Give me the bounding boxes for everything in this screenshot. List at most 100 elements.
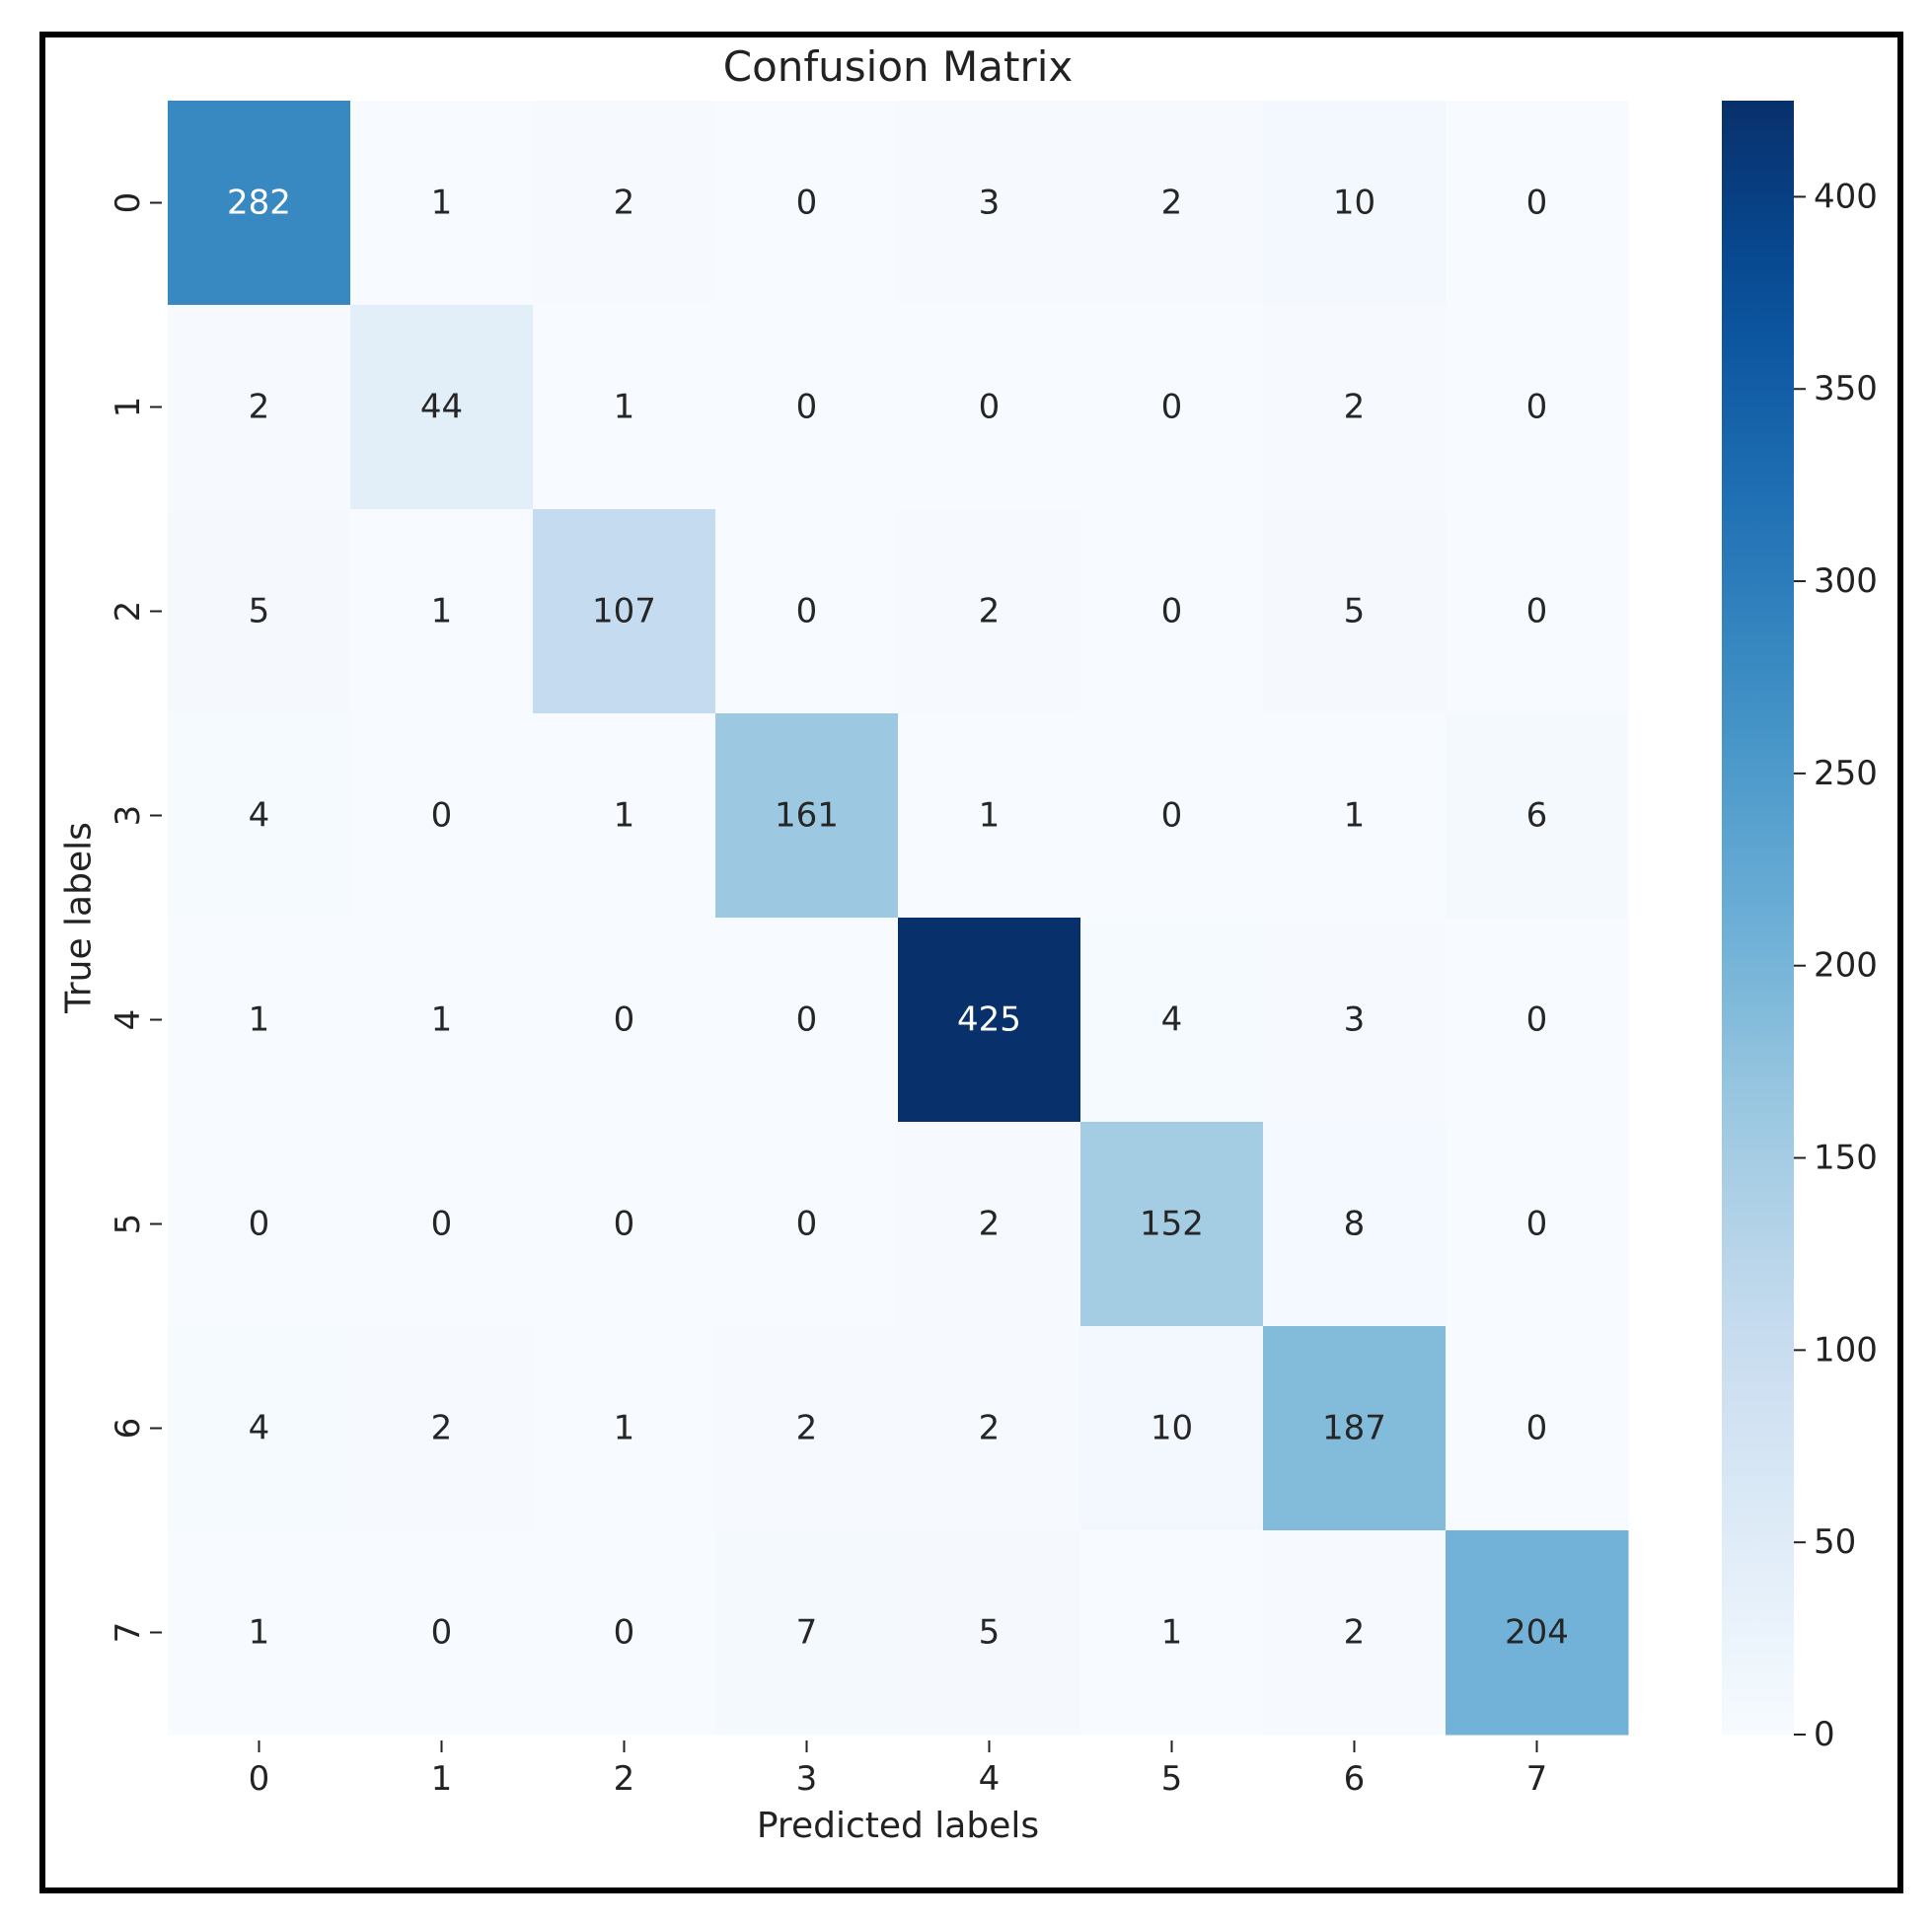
heatmap-cell-r3-c4 <box>898 713 1081 919</box>
heatmap-cell-r6-c4 <box>898 1326 1081 1531</box>
heatmap-cell-r6-c2 <box>533 1326 716 1531</box>
heatmap-cell-r3-c3 <box>715 713 899 919</box>
heatmap-cell-r5-c7 <box>1446 1122 1629 1327</box>
heatmap-cell-r0-c4 <box>898 101 1081 306</box>
x-tick-label-5: 5 <box>1161 1759 1183 1799</box>
cell-value-r5-c4: 2 <box>979 1205 1001 1244</box>
cell-value-r1-c2: 1 <box>614 388 635 427</box>
chart-title: Confusion Matrix <box>723 42 1074 91</box>
heatmap-cell-r0-c0 <box>168 101 351 306</box>
heatmap-cell-r5-c6 <box>1263 1122 1447 1327</box>
colorbar-tick-label-50: 50 <box>1814 1522 1856 1562</box>
y-tick-label-2: 2 <box>109 601 148 623</box>
heatmap-cell-r3-c0 <box>168 713 351 919</box>
heatmap-cell-r4-c1 <box>350 918 534 1123</box>
cell-value-r3-c0: 4 <box>249 796 270 836</box>
heatmap-cell-r4-c6 <box>1263 918 1447 1123</box>
heatmap-cell-r0-c5 <box>1080 101 1264 306</box>
y-tick-label-7: 7 <box>109 1622 148 1644</box>
cell-value-r4-c0: 1 <box>249 1000 270 1040</box>
heatmap-cell-r2-c4 <box>898 509 1081 714</box>
colorbar-tick-label-400: 400 <box>1814 177 1878 216</box>
cell-value-r6-c2: 1 <box>614 1409 635 1448</box>
heatmap-cell-r3-c5 <box>1080 713 1264 919</box>
x-axis-label: Predicted labels <box>757 1806 1039 1846</box>
cell-value-r2-c4: 2 <box>979 592 1001 631</box>
cell-value-r0-c4: 3 <box>979 184 1001 223</box>
cell-value-r7-c7: 204 <box>1505 1613 1569 1653</box>
heatmap-cell-r0-c2 <box>533 101 716 306</box>
cell-value-r3-c6: 1 <box>1344 796 1366 836</box>
heatmap-cell-r5-c2 <box>533 1122 716 1327</box>
heatmap-cell-r6-c5 <box>1080 1326 1264 1531</box>
cell-value-r0-c6: 10 <box>1333 184 1375 223</box>
heatmap-cell-r4-c5 <box>1080 918 1264 1123</box>
cell-value-r2-c7: 0 <box>1526 592 1548 631</box>
heatmap-cell-r4-c7 <box>1446 918 1629 1123</box>
y-tick-label-3: 3 <box>109 805 148 827</box>
cell-value-r5-c6: 8 <box>1344 1205 1366 1244</box>
heatmap-cell-r0-c3 <box>715 101 899 306</box>
cell-value-r4-c5: 4 <box>1161 1000 1183 1040</box>
heatmap-cell-r7-c3 <box>715 1530 899 1736</box>
y-tick-label-6: 6 <box>109 1418 148 1440</box>
heatmap-cell-r6-c3 <box>715 1326 899 1531</box>
cell-value-r6-c1: 2 <box>431 1409 453 1448</box>
cell-value-r4-c6: 3 <box>1344 1000 1366 1040</box>
heatmap-cell-r2-c0 <box>168 509 351 714</box>
cell-value-r5-c7: 0 <box>1526 1205 1548 1244</box>
cell-value-r4-c1: 1 <box>431 1000 453 1040</box>
cell-value-r6-c4: 2 <box>979 1409 1001 1448</box>
x-tick-label-2: 2 <box>614 1759 635 1799</box>
cell-value-r1-c4: 0 <box>979 388 1001 427</box>
heatmap-cell-r7-c4 <box>898 1530 1081 1736</box>
cell-value-r3-c7: 6 <box>1526 796 1548 836</box>
cell-value-r4-c4: 425 <box>957 1000 1021 1040</box>
heatmap-cell-r1-c7 <box>1446 305 1629 510</box>
cell-value-r2-c1: 1 <box>431 592 453 631</box>
y-tick-label-4: 4 <box>109 1009 148 1031</box>
heatmap-cell-r4-c0 <box>168 918 351 1123</box>
heatmap-cell-r5-c4 <box>898 1122 1081 1327</box>
cell-value-r2-c5: 0 <box>1161 592 1183 631</box>
cell-value-r6-c7: 0 <box>1526 1409 1548 1448</box>
cell-value-r4-c3: 0 <box>796 1000 818 1040</box>
cell-value-r0-c2: 2 <box>614 184 635 223</box>
heatmap-cell-r0-c6 <box>1263 101 1447 306</box>
heatmap-cell-r6-c7 <box>1446 1326 1629 1531</box>
colorbar-tick-label-250: 250 <box>1814 754 1878 793</box>
heatmap-cell-r2-c2 <box>533 509 716 714</box>
cell-value-r7-c2: 0 <box>614 1613 635 1653</box>
cell-value-r1-c5: 0 <box>1161 388 1183 427</box>
cell-value-r1-c6: 2 <box>1344 388 1366 427</box>
cell-value-r3-c1: 0 <box>431 796 453 836</box>
colorbar-tick-label-300: 300 <box>1814 561 1878 601</box>
cell-value-r0-c7: 0 <box>1526 184 1548 223</box>
colorbar-tick-label-0: 0 <box>1814 1715 1835 1754</box>
heatmap-cell-r5-c1 <box>350 1122 534 1327</box>
heatmap-cell-r7-c7 <box>1446 1530 1629 1736</box>
heatmap-cell-r1-c1 <box>350 305 534 510</box>
cell-value-r1-c3: 0 <box>796 388 818 427</box>
cell-value-r5-c3: 0 <box>796 1205 818 1244</box>
cell-value-r1-c1: 44 <box>420 388 463 427</box>
heatmap-cell-r7-c2 <box>533 1530 716 1736</box>
x-tick-label-3: 3 <box>796 1759 818 1799</box>
cell-value-r5-c2: 0 <box>614 1205 635 1244</box>
colorbar-ticks: 0 50 100 150 200 250 300 350 400 <box>1794 177 1878 1754</box>
heatmap-cell-r4-c2 <box>533 918 716 1123</box>
y-tick-label-0: 0 <box>109 192 148 214</box>
x-tick-label-4: 4 <box>979 1759 1001 1799</box>
y-axis-ticks: 0 1 2 3 4 5 6 7 <box>109 192 162 1644</box>
cell-value-r6-c6: 187 <box>1322 1409 1386 1448</box>
y-axis-label: True labels <box>59 822 100 1014</box>
cell-value-r2-c2: 107 <box>592 592 656 631</box>
heatmap-cell-r6-c1 <box>350 1326 534 1531</box>
cell-value-r3-c3: 161 <box>775 796 839 836</box>
heatmap-cell-r1-c4 <box>898 305 1081 510</box>
colorbar-tick-label-150: 150 <box>1814 1139 1878 1178</box>
heatmap-cell-r1-c3 <box>715 305 899 510</box>
cell-value-r4-c2: 0 <box>614 1000 635 1040</box>
heatmap-cell-r0-c1 <box>350 101 534 306</box>
heatmap-cell-r1-c0 <box>168 305 351 510</box>
